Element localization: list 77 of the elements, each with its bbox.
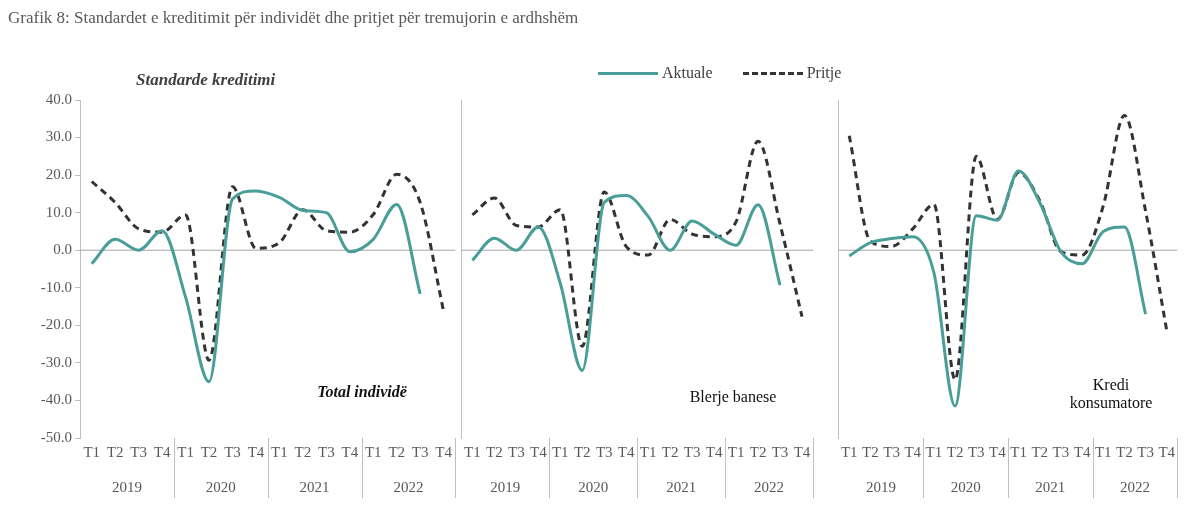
x-tick-label: T2 [1031,443,1049,460]
chart-title: Grafik 8: Standardet e kreditimit për individët dhe pritjet për tremujorin e ardhshëm [8,8,579,28]
x-tick-label: T1 [464,443,481,460]
y-tick-label: -10.0 [40,278,72,295]
x-tick-label: T1 [271,443,288,460]
x-tick-label: T2 [862,443,879,460]
text: 2021 [1035,478,1066,495]
text: 2021 [666,478,697,495]
x-tick-label: T2 [573,443,591,460]
x-tick-label: T4 [247,443,265,460]
text: 2019 [111,478,142,495]
x-tick-label: T4 [529,443,548,460]
text: 2021 [299,478,330,495]
x-tick-label: T4 [904,443,922,460]
text: 2020 [578,478,609,495]
x-tick-label: T2 [749,443,767,460]
x-tick-label: T4 [153,443,171,460]
x-tick-label: T3 [595,443,613,460]
text: 2020 [950,478,981,495]
y-tick-label: -30.0 [40,353,72,370]
x-tick-label: T1 [727,443,745,460]
x-tick-label: T1 [83,443,101,460]
legend-label: Pritje [806,64,842,82]
x-tick-label: T4 [793,443,811,460]
x-tick-label: T4 [1073,443,1091,460]
x-tick-label: T2 [106,443,124,460]
y-tick-label: 40.0 [45,90,72,107]
text: 2019 [490,478,521,495]
x-tick-label: T2 [1116,443,1133,460]
text: 2022 [393,478,424,495]
x-tick-label: T2 [200,443,218,460]
x-tick-label: T4 [705,443,723,460]
y-tick-label: 10.0 [45,203,72,220]
x-tick-label: T3 [771,443,789,460]
x-tick-label: T2 [486,443,503,460]
y-tick-label: -40.0 [40,391,72,408]
x-tick-label: T3 [1052,443,1070,460]
x-tick-label: T1 [639,443,657,460]
x-tick-label: T3 [411,443,429,460]
chart-subtitle: Standarde kreditimi [136,70,276,90]
text: 2019 [866,478,896,495]
x-tick-label: T2 [661,443,679,460]
x-tick-label: T2 [388,443,406,460]
x-tick-label: T2 [294,443,312,460]
text: 2022 [754,478,785,495]
x-tick-label: T4 [989,443,1007,460]
x-tick-label: T1 [1094,443,1112,460]
annotation: Blerje banese [688,388,778,406]
x-tick-label: T4 [617,443,636,460]
x-tick-label: T3 [683,443,701,460]
text: 2020 [205,478,236,495]
x-tick-label: T1 [925,443,943,460]
x-tick-label: T3 [1137,443,1154,460]
x-tick-label: T4 [341,443,359,460]
x-tick-label: T3 [130,443,147,460]
x-tick-label: T2 [946,443,964,460]
x-tick-label: T3 [967,443,985,460]
x-tick-label: T1 [840,443,858,460]
x-tick-label: T3 [318,443,335,460]
x-tick-label: T3 [883,443,900,460]
x-tick-label: T1 [551,443,569,460]
x-tick-label: T1 [177,443,194,460]
y-tick-label: 0.0 [53,241,72,258]
text: 2022 [1120,478,1150,495]
x-tick-label: T1 [1010,443,1027,460]
y-tick-label: 30.0 [45,128,72,145]
annotation: Total individë [316,383,408,401]
y-tick-label: -50.0 [40,428,72,445]
x-tick-label: T3 [507,443,525,460]
x-tick-label: T3 [224,443,241,460]
y-tick-label: 20.0 [45,166,72,183]
y-tick-label: -20.0 [40,316,72,333]
x-tick-label: T4 [435,443,453,460]
legend-label: Aktuale [662,64,713,82]
x-tick-label: T1 [364,443,382,460]
x-tick-label: T4 [1158,443,1176,460]
annotation: Kredi konsumatore [1068,376,1154,412]
